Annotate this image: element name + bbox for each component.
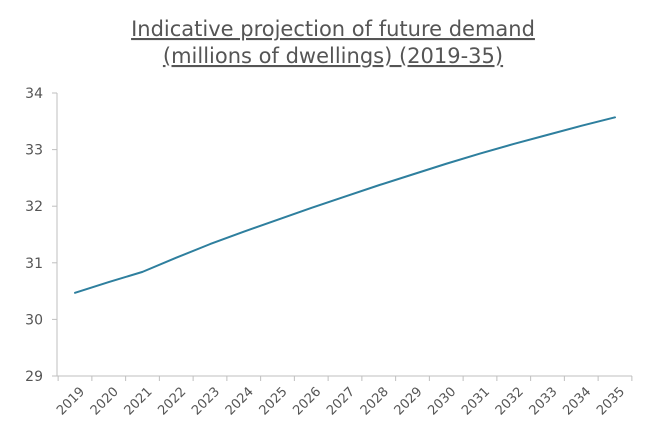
x-tick-label: 2024 (223, 384, 257, 418)
chart-title-line-1: Indicative projection of future demand (131, 17, 535, 41)
x-tick-label: 2026 (290, 384, 324, 418)
x-tick-label: 2021 (122, 384, 156, 418)
x-tick-label: 2030 (425, 384, 459, 418)
x-tick-label: 2029 (392, 384, 426, 418)
x-tick-label: 2033 (527, 384, 561, 418)
x-tick-label: 2022 (155, 384, 189, 418)
x-tick-label: 2019 (54, 384, 88, 418)
y-tick-label: 32 (25, 199, 43, 215)
y-tick-label: 34 (25, 86, 43, 102)
x-tick-label: 2025 (257, 384, 291, 418)
y-tick-label: 33 (25, 143, 43, 159)
x-tick-label: 2028 (358, 384, 392, 418)
y-tick-label: 29 (25, 369, 43, 385)
x-tick-label: 2023 (189, 384, 223, 418)
series-line (74, 116, 616, 294)
y-tick-labels: 29 30 31 32 33 34 (25, 86, 57, 385)
series-group (74, 116, 616, 294)
chart-title: Indicative projection of future demand (… (131, 17, 535, 68)
x-tick-label: 2027 (324, 384, 358, 418)
axes (56, 93, 632, 377)
y-tick-label: 30 (25, 312, 43, 328)
x-tick-label: 2020 (88, 384, 122, 418)
x-tick-label: 2035 (594, 384, 628, 418)
x-tick-labels: 2019 2020 2021 2022 2023 2024 2025 2026 2027 2028… (54, 376, 633, 418)
chart-title-line-2: (millions of dwellings) (2019-35) (163, 44, 503, 68)
x-tick-label: 2031 (459, 384, 493, 418)
y-tick-label: 31 (25, 256, 43, 272)
x-tick-label: 2034 (560, 384, 594, 418)
x-tick-label: 2032 (493, 384, 527, 418)
